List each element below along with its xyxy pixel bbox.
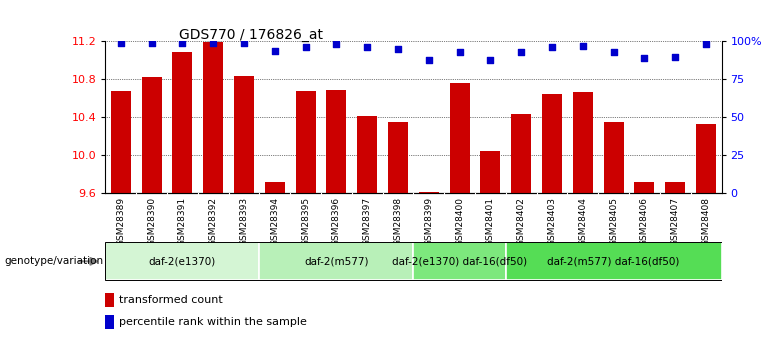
Bar [665, 182, 686, 193]
Point [546, 45, 558, 50]
Text: GSM28399: GSM28399 [424, 197, 434, 246]
Bar [172, 52, 193, 193]
Text: GSM28405: GSM28405 [609, 197, 619, 246]
Point [576, 43, 589, 49]
Text: transformed count: transformed count [119, 295, 223, 305]
Point [207, 40, 219, 46]
Text: GSM28392: GSM28392 [208, 197, 218, 246]
Text: genotype/variation: genotype/variation [4, 256, 103, 266]
Text: GSM28404: GSM28404 [578, 197, 587, 246]
Point [330, 42, 342, 47]
Point [484, 57, 497, 62]
Text: GSM28408: GSM28408 [701, 197, 711, 246]
Bar [419, 192, 439, 193]
Text: GSM28395: GSM28395 [301, 197, 310, 246]
Bar [264, 182, 285, 193]
Text: percentile rank within the sample: percentile rank within the sample [119, 317, 307, 327]
Point [268, 48, 281, 53]
Text: GSM28389: GSM28389 [116, 197, 126, 246]
Point [453, 49, 466, 55]
Text: GSM28403: GSM28403 [548, 197, 557, 246]
Bar [506, 242, 722, 280]
Point [238, 40, 250, 46]
Point [638, 55, 651, 61]
Point [423, 57, 435, 62]
Bar [105, 293, 114, 307]
Point [515, 49, 527, 55]
Bar [326, 90, 346, 193]
Bar [357, 116, 378, 193]
Bar [141, 77, 161, 193]
Bar [511, 115, 531, 193]
Bar [480, 151, 501, 193]
Point [300, 45, 312, 50]
Bar [259, 242, 413, 280]
Bar [604, 122, 624, 193]
Point [669, 54, 682, 59]
Point [176, 40, 189, 46]
Text: GSM28390: GSM28390 [147, 197, 156, 246]
Text: GSM28393: GSM28393 [239, 197, 249, 246]
Bar [388, 122, 408, 193]
Text: GSM28407: GSM28407 [671, 197, 680, 246]
Text: GSM28400: GSM28400 [455, 197, 464, 246]
Point [700, 42, 712, 47]
Bar [105, 315, 114, 329]
Text: daf-2(e1370) daf-16(df50): daf-2(e1370) daf-16(df50) [392, 256, 527, 266]
Bar [105, 242, 259, 280]
Point [115, 40, 127, 46]
Point [361, 45, 374, 50]
Bar [449, 83, 470, 193]
Text: GSM28401: GSM28401 [486, 197, 495, 246]
Bar [234, 76, 254, 193]
Bar [542, 93, 562, 193]
Text: GSM28396: GSM28396 [332, 197, 341, 246]
Text: GSM28397: GSM28397 [363, 197, 372, 246]
Bar [634, 182, 654, 193]
Text: GSM28402: GSM28402 [516, 197, 526, 246]
Bar [696, 124, 716, 193]
Text: GDS770 / 176826_at: GDS770 / 176826_at [179, 28, 323, 41]
Text: GSM28394: GSM28394 [270, 197, 279, 246]
Bar [573, 92, 593, 193]
Bar [413, 242, 506, 280]
Bar [111, 91, 131, 193]
Text: daf-2(m577): daf-2(m577) [304, 256, 369, 266]
Point [608, 49, 620, 55]
Text: GSM28406: GSM28406 [640, 197, 649, 246]
Bar [296, 91, 316, 193]
Bar [203, 42, 223, 193]
Text: GSM28398: GSM28398 [393, 197, 402, 246]
Point [145, 40, 158, 46]
Text: GSM28391: GSM28391 [178, 197, 187, 246]
Text: daf-2(e1370): daf-2(e1370) [149, 256, 216, 266]
Text: daf-2(m577) daf-16(df50): daf-2(m577) daf-16(df50) [548, 256, 680, 266]
Point [392, 46, 404, 52]
